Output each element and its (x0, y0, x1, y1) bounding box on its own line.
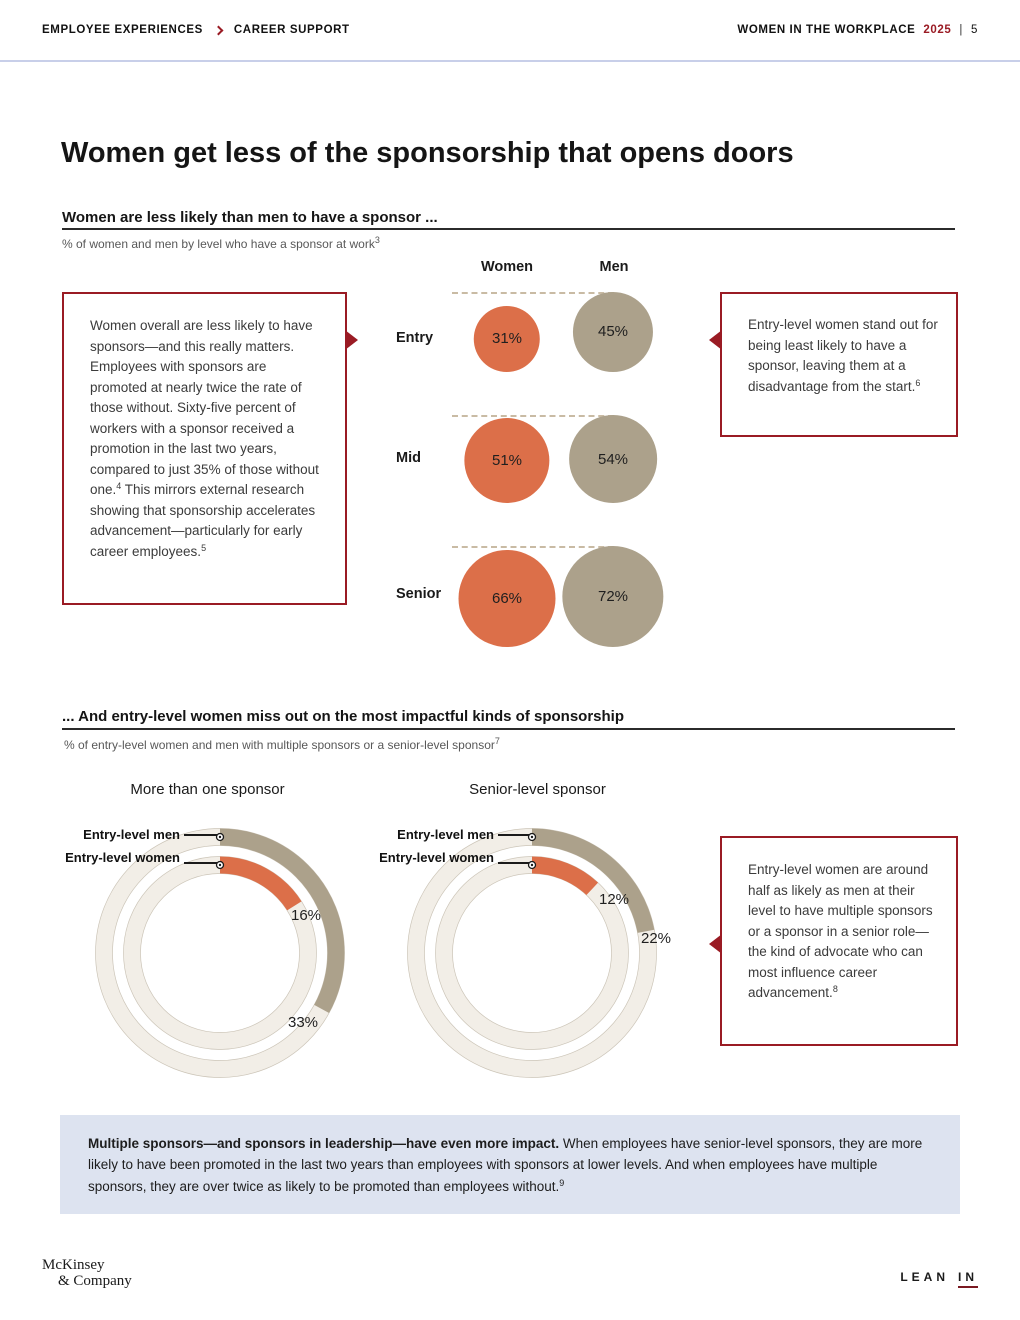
callout-half-text: Entry-level women are around half as lik… (748, 862, 933, 1001)
bubble-value: 31% (491, 330, 523, 348)
bubble-mid-men: 54% (569, 415, 657, 503)
donut1-label-women: Entry-level women (65, 850, 180, 865)
footnote-7: 7 (494, 736, 500, 746)
reference-line-entry (452, 292, 614, 294)
header-divider (0, 60, 1020, 62)
leader-line (498, 862, 529, 864)
section1-heading: Women are less likely than men to have a… (62, 209, 438, 226)
donut2-label-men: Entry-level men (397, 827, 494, 842)
section2-heading: ... And entry-level women miss out on th… (62, 708, 625, 725)
footnote-3: 3 (374, 235, 380, 245)
donut-chart-senior-level-sponsor (407, 828, 657, 1078)
report-year: 2025 (923, 24, 952, 36)
bubble-value: 66% (491, 590, 523, 607)
bubble-value: 54% (597, 450, 629, 468)
report-header: WOMEN IN THE WORKPLACE 2025 | 5 (737, 24, 978, 36)
callout-overall-text: Women overall are less likely to have sp… (90, 318, 319, 559)
donut2-label-women: Entry-level women (379, 850, 494, 865)
callout-pointer-icon (345, 330, 358, 350)
column-header-men: Men (599, 259, 629, 275)
row-label-mid: Mid (396, 450, 421, 466)
breadcrumb-section: EMPLOYEE EXPERIENCES (42, 24, 203, 36)
donut1-men-value: 33% (288, 1014, 319, 1031)
leader-line (498, 834, 529, 836)
footnote-5: 5 (201, 542, 207, 553)
impact-box: Multiple sponsors—and sponsors in leader… (60, 1115, 960, 1214)
row-label-senior: Senior (396, 586, 442, 602)
footnote-4: 4 (116, 481, 122, 492)
leader-line (184, 862, 217, 864)
bubble-value: 45% (597, 323, 629, 341)
report-title: WOMEN IN THE WORKPLACE (737, 24, 916, 36)
donut1-label-men: Entry-level men (83, 827, 180, 842)
donut2-men-value: 22% (641, 930, 672, 947)
section2-subtitle: % of entry-level women and men with mult… (64, 736, 500, 752)
footnote-8: 8 (832, 984, 838, 995)
page-title: Women get less of the sponsorship that o… (61, 137, 794, 169)
section1-rule (62, 228, 955, 230)
breadcrumb-subsection: CAREER SUPPORT (233, 24, 350, 36)
reference-line-senior (452, 546, 614, 548)
leanin-logo: LEAN IN (900, 1270, 978, 1288)
bubble-senior-men: 72% (562, 545, 664, 647)
section1-subtitle: % of women and men by level who have a s… (62, 235, 380, 251)
chevron-right-icon (213, 25, 224, 35)
page-number: 5 (971, 24, 978, 36)
impact-lead: Multiple sponsors—and sponsors in leader… (88, 1136, 560, 1151)
breadcrumb: EMPLOYEE EXPERIENCES CAREER SUPPORT (42, 24, 350, 36)
bubble-entry-men: 45% (572, 291, 654, 372)
callout-overall: Women overall are less likely to have sp… (62, 292, 358, 605)
donut2-title: Senior-level sponsor (469, 781, 606, 798)
mckinsey-logo: McKinsey & Company (42, 1257, 132, 1289)
donut2-women-value: 12% (599, 891, 630, 908)
row-label-entry: Entry (396, 330, 434, 346)
callout-entry-text: Entry-level women stand out for being le… (748, 317, 938, 394)
callout-pointer-icon (709, 934, 722, 954)
donut1-title: More than one sponsor (130, 781, 285, 798)
callout-pointer-icon (709, 330, 722, 350)
footnote-6: 6 (915, 377, 921, 388)
donut-chart-more-than-one-sponsor (95, 828, 345, 1078)
bubble-value: 51% (491, 451, 523, 469)
bubble-mid-women: 51% (464, 417, 550, 503)
reference-line-mid (452, 415, 614, 417)
bubble-senior-women: 66% (458, 550, 556, 647)
bubble-value: 72% (597, 587, 629, 605)
impact-rest: When employees have senior-level sponsor… (88, 1136, 923, 1194)
donut1-women-value: 16% (291, 907, 322, 924)
column-header-women: Women (480, 259, 534, 275)
section2-rule (62, 728, 955, 730)
callout-entry: Entry-level women stand out for being le… (709, 292, 958, 437)
page-separator: | (959, 24, 963, 36)
bubble-entry-women: 31% (473, 305, 541, 372)
leader-line (184, 834, 217, 836)
callout-half-as-likely: Entry-level women are around half as lik… (709, 836, 958, 1046)
footnote-9: 9 (559, 1177, 565, 1188)
